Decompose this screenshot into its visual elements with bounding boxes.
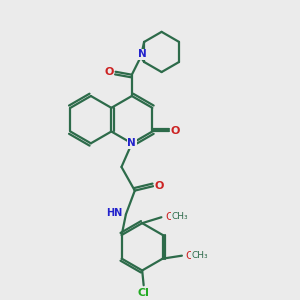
Text: O: O <box>165 212 173 222</box>
Text: O: O <box>186 251 194 261</box>
Text: O: O <box>155 181 164 191</box>
Text: N: N <box>138 49 147 59</box>
Text: Cl: Cl <box>138 288 150 298</box>
Text: N: N <box>128 138 136 148</box>
Text: CH₃: CH₃ <box>192 251 208 260</box>
Text: CH₃: CH₃ <box>171 212 188 221</box>
Text: HN: HN <box>106 208 123 218</box>
Text: O: O <box>170 127 180 136</box>
Text: O: O <box>104 67 114 77</box>
